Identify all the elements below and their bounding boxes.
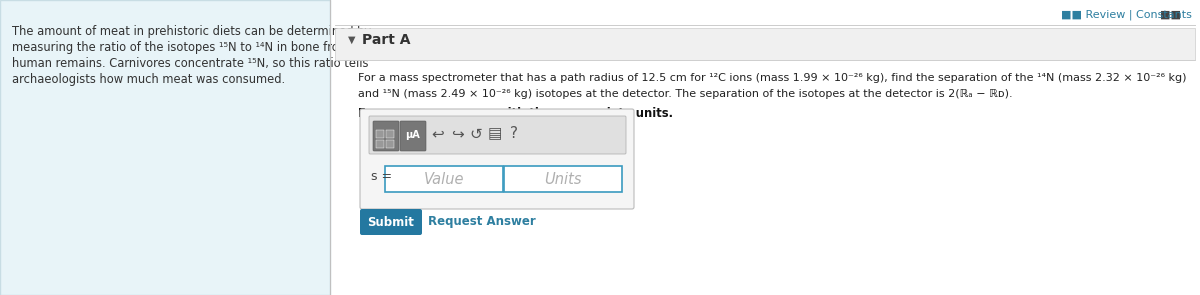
FancyBboxPatch shape [373,121,398,151]
Text: and ¹⁵N (mass 2.49 × 10⁻²⁶ kg) isotopes at the detector. The separation of the i: and ¹⁵N (mass 2.49 × 10⁻²⁶ kg) isotopes … [358,89,1013,99]
Bar [385,166,503,192]
Text: Submit: Submit [367,216,414,229]
FancyBboxPatch shape [360,209,422,235]
Bar [386,130,394,138]
Text: μA: μA [406,130,420,140]
Text: ■■ Review | Constants: ■■ Review | Constants [1061,10,1192,20]
Bar [386,140,394,148]
Text: Units: Units [545,171,582,186]
Text: ↩: ↩ [432,127,444,142]
Text: For a mass spectrometer that has a path radius of 12.5 cm for ¹²C ions (mass 1.9: For a mass spectrometer that has a path … [358,73,1187,83]
Text: Value: Value [424,171,464,186]
Bar [0,0,330,295]
FancyBboxPatch shape [370,116,626,154]
Text: ▼: ▼ [348,35,355,45]
Text: ▤: ▤ [488,127,502,142]
Text: Express your answer with the appropriate units.: Express your answer with the appropriate… [358,107,673,120]
FancyBboxPatch shape [400,121,426,151]
Text: ■■: ■■ [1160,10,1186,20]
Bar [376,130,384,138]
Text: ?: ? [510,127,518,142]
Text: s =: s = [371,171,392,183]
Text: measuring the ratio of the isotopes ¹⁵N to ¹⁴N in bone from: measuring the ratio of the isotopes ¹⁵N … [12,41,350,54]
Bar [376,140,384,148]
Text: ↪: ↪ [451,127,463,142]
Text: human remains. Carnivores concentrate ¹⁵N, so this ratio tells: human remains. Carnivores concentrate ¹⁵… [12,57,368,70]
Text: Request Answer: Request Answer [428,216,535,229]
Bar [335,28,1195,60]
Text: The amount of meat in prehistoric diets can be determined by: The amount of meat in prehistoric diets … [12,25,371,38]
Text: Part A: Part A [362,33,410,47]
Text: ↺: ↺ [469,127,482,142]
Text: archaeologists how much meat was consumed.: archaeologists how much meat was consume… [12,73,286,86]
Bar [504,166,622,192]
FancyBboxPatch shape [360,109,634,209]
